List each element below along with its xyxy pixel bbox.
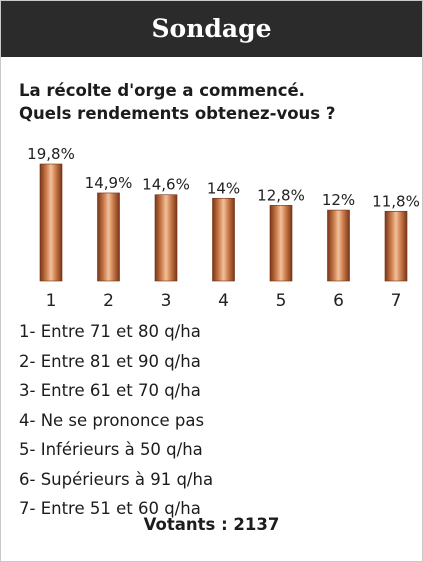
bar-value-label: 14,6%: [142, 176, 190, 194]
legend-item: 3- Entre 61 et 70 q/ha: [19, 381, 201, 400]
question-line-2: Quels rendements obtenez-vous ?: [19, 104, 336, 123]
category-label: 2: [103, 291, 114, 311]
category-label: 3: [161, 291, 172, 311]
vote-count: Votants : 2137: [143, 515, 280, 534]
category-label: 4: [218, 291, 229, 311]
legend-item: 5- Inférieurs à 50 q/ha: [19, 440, 203, 459]
legend-item: 4- Ne se prononce pas: [19, 410, 205, 430]
legend-item: 6- Supérieurs à 91 q/ha: [19, 469, 214, 489]
poll-question: La récolte d'orge a commencé. Quels rend…: [19, 79, 409, 125]
bar-1: [39, 163, 63, 282]
question-line-1: La récolte d'orge a commencé.: [19, 81, 305, 100]
poll-header: Sondage: [1, 1, 422, 57]
legend-item: 7- Entre 51 et 60 q/ha: [19, 499, 201, 518]
category-label: 1: [46, 291, 57, 311]
poll-legend: 1- Entre 71 et 80 q/ha 2- Entre 81 et 90…: [19, 317, 414, 524]
bar-value-label: 12,8%: [257, 186, 305, 204]
category-label: 7: [391, 291, 402, 311]
category-label: 6: [333, 291, 344, 311]
bar-value-label: 19,8%: [27, 145, 75, 163]
bar-value-label: 11,8%: [372, 192, 420, 210]
bar-4: [212, 197, 235, 282]
bar-value-label: 14,9%: [85, 174, 133, 192]
bar-7: [384, 210, 408, 282]
legend-item: 1- Entre 71 et 80 q/ha: [19, 322, 201, 341]
bar-3: [154, 194, 178, 282]
bar-2: [97, 192, 120, 282]
bar-value-label: 12%: [322, 191, 355, 209]
bar-value-label: 14%: [207, 179, 240, 197]
bar-6: [327, 209, 350, 282]
bar-5: [269, 205, 293, 282]
results-bar-chart: 19,8% 1 14,9% 2 14,6% 3 14% 4 12,8% 5 12% 6 11,8% 7: [27, 145, 420, 311]
legend-item: 2- Entre 81 et 90 q/ha: [19, 351, 201, 371]
category-label: 5: [276, 291, 287, 311]
